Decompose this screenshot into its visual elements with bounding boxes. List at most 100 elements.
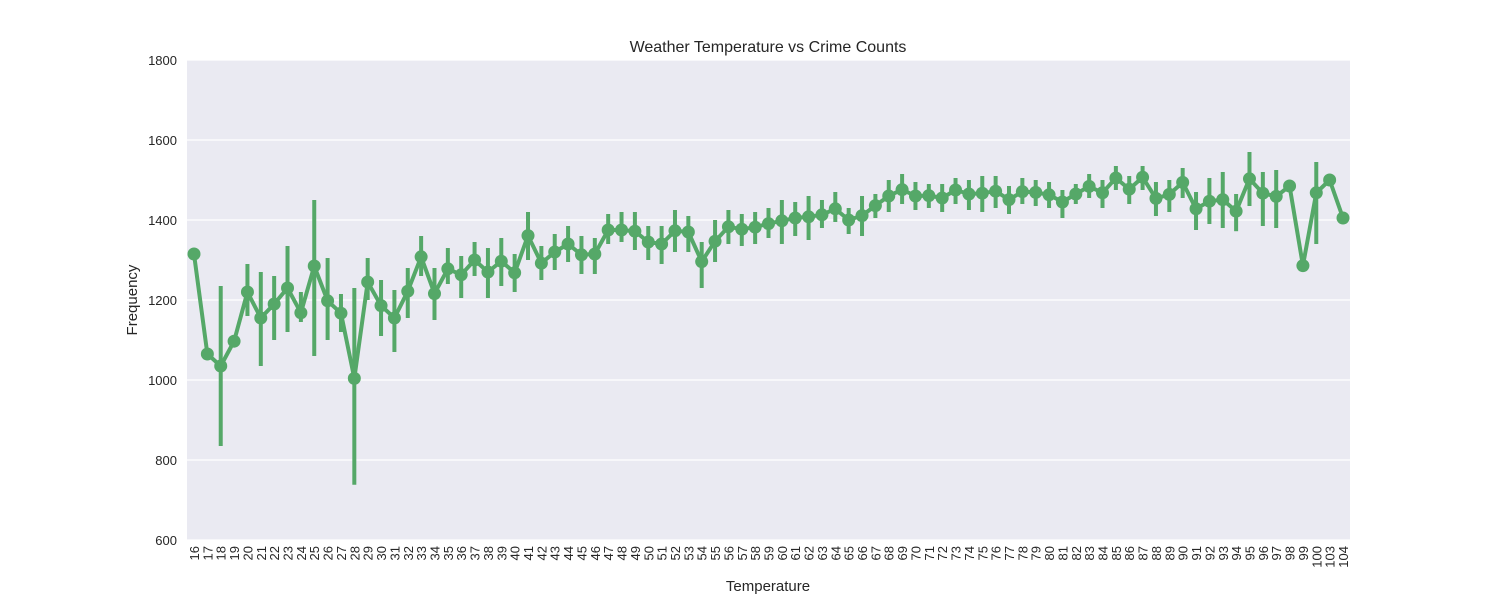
data-point bbox=[735, 222, 749, 236]
x-tick-label: 91 bbox=[1189, 546, 1204, 560]
x-tick-label: 83 bbox=[1082, 546, 1097, 560]
x-tick-label: 71 bbox=[922, 546, 937, 560]
x-tick-label: 35 bbox=[441, 546, 456, 560]
y-tick-label: 1200 bbox=[148, 293, 177, 308]
data-point bbox=[1136, 170, 1150, 184]
data-point bbox=[334, 306, 348, 320]
data-point bbox=[227, 334, 241, 348]
data-point bbox=[1323, 173, 1337, 187]
data-point bbox=[454, 268, 468, 282]
x-tick-label: 29 bbox=[361, 546, 376, 560]
data-point bbox=[1096, 186, 1110, 200]
x-tick-label: 41 bbox=[521, 546, 536, 560]
x-tick-label: 80 bbox=[1042, 546, 1057, 560]
x-tick-label: 19 bbox=[227, 546, 242, 560]
data-point bbox=[762, 217, 775, 231]
x-tick-label: 82 bbox=[1069, 546, 1084, 560]
x-tick-label: 42 bbox=[534, 546, 549, 560]
x-tick-label: 100 bbox=[1309, 546, 1324, 568]
data-point bbox=[1109, 171, 1123, 185]
x-tick-labels: 1617181920212223242526272829303132333435… bbox=[187, 546, 1351, 568]
data-point bbox=[1336, 211, 1350, 225]
x-tick-label: 27 bbox=[334, 546, 349, 560]
x-tick-label: 24 bbox=[294, 546, 309, 560]
x-tick-label: 53 bbox=[681, 546, 696, 560]
data-point bbox=[521, 229, 535, 243]
x-tick-label: 33 bbox=[414, 546, 429, 560]
x-tick-label: 70 bbox=[908, 546, 923, 560]
x-tick-label: 31 bbox=[387, 546, 402, 560]
data-point bbox=[1269, 189, 1283, 203]
x-tick-label: 75 bbox=[975, 546, 990, 560]
data-point bbox=[1029, 185, 1043, 199]
data-point bbox=[628, 224, 642, 238]
data-point bbox=[655, 237, 669, 251]
x-tick-label: 84 bbox=[1096, 546, 1111, 560]
x-tick-label: 68 bbox=[882, 546, 897, 560]
x-tick-label: 26 bbox=[321, 546, 336, 560]
x-tick-label: 48 bbox=[615, 546, 630, 560]
x-tick-label: 21 bbox=[254, 546, 269, 560]
data-point bbox=[294, 306, 308, 320]
data-point bbox=[387, 311, 401, 325]
x-tick-label: 38 bbox=[481, 546, 496, 560]
x-tick-label: 55 bbox=[708, 546, 723, 560]
data-point bbox=[1202, 194, 1216, 208]
data-point bbox=[1055, 195, 1069, 209]
x-tick-label: 34 bbox=[427, 546, 442, 560]
x-tick-label: 36 bbox=[454, 546, 469, 560]
data-point bbox=[802, 210, 816, 224]
data-point bbox=[1042, 188, 1056, 202]
y-axis-label: Frequency bbox=[124, 264, 141, 335]
x-tick-label: 87 bbox=[1136, 546, 1151, 560]
data-point bbox=[949, 183, 963, 197]
data-point bbox=[975, 186, 989, 200]
data-point bbox=[214, 359, 228, 373]
data-point bbox=[1082, 179, 1096, 193]
y-tick-label: 1000 bbox=[148, 373, 177, 388]
data-point bbox=[681, 225, 695, 239]
data-point bbox=[1162, 187, 1176, 201]
x-tick-label: 20 bbox=[240, 546, 255, 560]
data-point bbox=[200, 347, 214, 361]
data-point bbox=[962, 187, 976, 201]
x-tick-label: 52 bbox=[668, 546, 683, 560]
data-point bbox=[561, 237, 575, 251]
data-point bbox=[1176, 175, 1190, 189]
data-point bbox=[281, 281, 295, 295]
x-tick-label: 49 bbox=[628, 546, 643, 560]
x-tick-label: 63 bbox=[815, 546, 830, 560]
x-tick-label: 17 bbox=[200, 546, 215, 560]
x-tick-label: 51 bbox=[655, 546, 670, 560]
x-tick-label: 97 bbox=[1269, 546, 1284, 560]
x-tick-label: 94 bbox=[1229, 546, 1244, 560]
x-tick-label: 96 bbox=[1256, 546, 1271, 560]
x-tick-label: 69 bbox=[895, 546, 910, 560]
data-point bbox=[494, 254, 508, 268]
data-point bbox=[1216, 193, 1230, 207]
data-point bbox=[361, 275, 375, 289]
data-point bbox=[935, 191, 949, 205]
x-tick-label: 104 bbox=[1336, 546, 1351, 568]
data-point bbox=[842, 213, 856, 227]
data-point bbox=[895, 183, 909, 197]
data-point bbox=[374, 299, 388, 313]
x-tick-label: 28 bbox=[347, 546, 362, 560]
x-tick-label: 22 bbox=[267, 546, 282, 560]
x-tick-label: 37 bbox=[468, 546, 483, 560]
data-point bbox=[534, 256, 548, 270]
x-tick-label: 62 bbox=[802, 546, 817, 560]
x-tick-label: 56 bbox=[721, 546, 736, 560]
x-tick-label: 59 bbox=[762, 546, 777, 560]
data-points bbox=[187, 170, 1350, 385]
data-point bbox=[1229, 204, 1243, 218]
x-tick-label: 90 bbox=[1176, 546, 1191, 560]
y-tick-labels: 600 800 1000 1200 1400 1600 1800 bbox=[148, 53, 177, 548]
x-tick-label: 81 bbox=[1055, 546, 1070, 560]
y-tick-label: 800 bbox=[155, 453, 177, 468]
x-tick-label: 92 bbox=[1202, 546, 1217, 560]
data-point bbox=[347, 371, 361, 385]
data-point bbox=[187, 247, 201, 261]
data-point bbox=[1015, 185, 1029, 199]
